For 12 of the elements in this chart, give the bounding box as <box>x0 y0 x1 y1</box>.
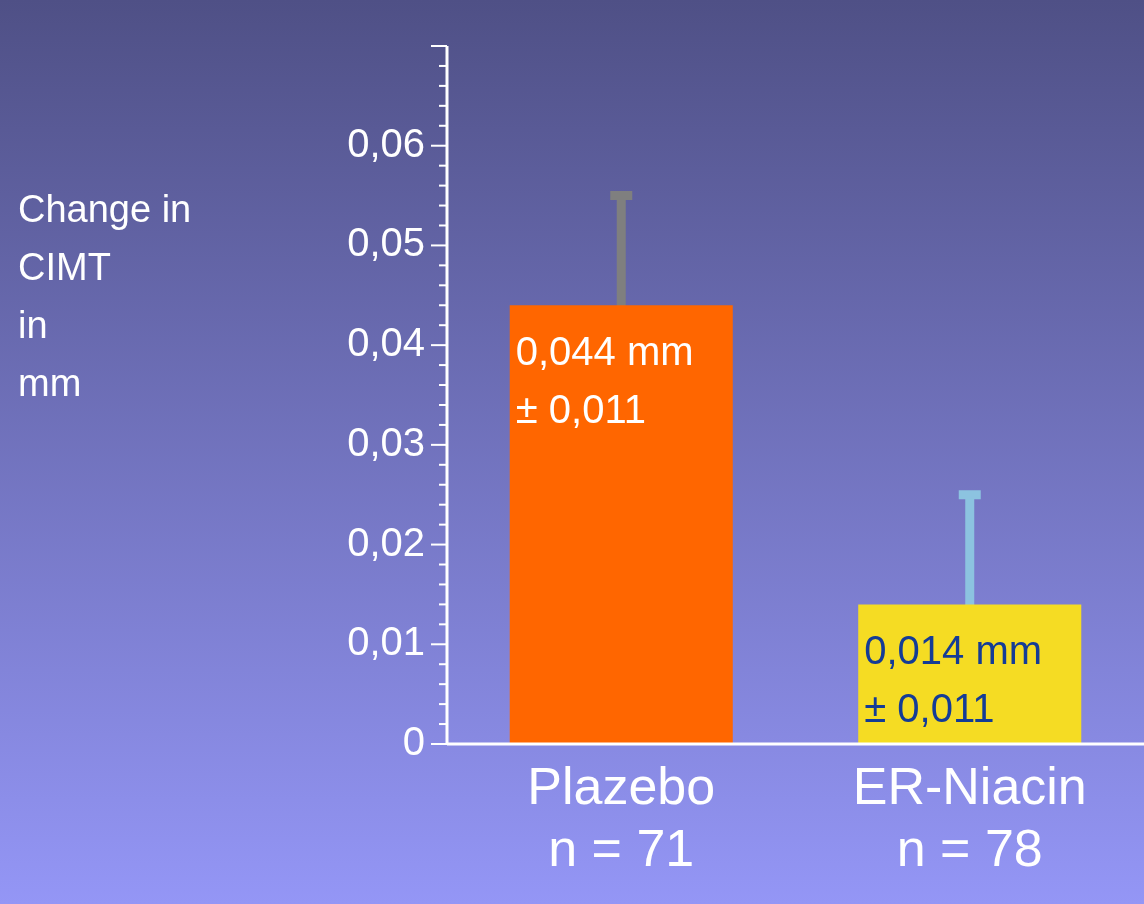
x-tick-label: ER-Niacin n = 78 <box>852 756 1087 877</box>
y-tick-label: 0,01 <box>347 619 425 664</box>
data-label: 0,014 mm ± 0,011 <box>864 628 1043 731</box>
y-tick-label: 0,03 <box>347 419 425 464</box>
y-tick-label: 0,04 <box>347 320 425 365</box>
y-tick-label: 0,06 <box>347 120 425 165</box>
x-tick-label: Plazebo n = 71 <box>527 756 716 877</box>
data-label: 0,044 mm ± 0,011 <box>515 329 694 432</box>
y-tick-label: 0 <box>402 719 425 764</box>
y-tick-label: 0,02 <box>347 519 425 564</box>
y-tick-label: 0,05 <box>347 220 425 265</box>
y-axis-title: Change in CIMT in mm <box>18 187 193 406</box>
